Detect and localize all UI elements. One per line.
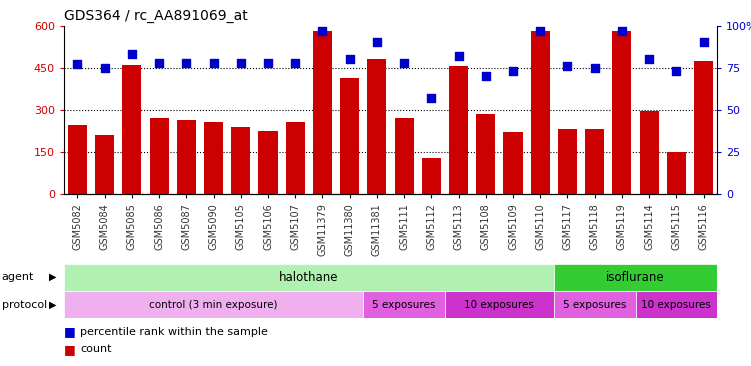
Bar — [363, 291, 445, 318]
Bar — [554, 264, 717, 291]
Point — [398, 60, 410, 66]
Bar — [612, 31, 632, 194]
Bar — [95, 135, 114, 194]
Point — [98, 65, 110, 71]
Bar — [340, 78, 359, 194]
Point — [425, 95, 437, 101]
Bar — [558, 130, 577, 194]
Bar — [367, 59, 387, 194]
Text: count: count — [80, 344, 112, 354]
Bar — [635, 291, 717, 318]
Text: 10 exposures: 10 exposures — [464, 300, 535, 310]
Bar — [122, 65, 141, 194]
Bar — [554, 291, 635, 318]
Point — [698, 40, 710, 45]
Text: 5 exposures: 5 exposures — [563, 300, 626, 310]
Text: percentile rank within the sample: percentile rank within the sample — [80, 327, 268, 337]
Text: protocol: protocol — [2, 300, 47, 310]
Point — [71, 61, 83, 67]
Bar — [422, 157, 441, 194]
Text: isoflurane: isoflurane — [606, 271, 665, 284]
Bar — [258, 131, 278, 194]
Point — [480, 73, 492, 79]
Point — [589, 65, 601, 71]
Point — [616, 28, 628, 34]
Bar — [585, 130, 605, 194]
Point — [180, 60, 192, 66]
Text: 10 exposures: 10 exposures — [641, 300, 711, 310]
Bar — [231, 127, 250, 194]
Point — [153, 60, 165, 66]
Text: ▶: ▶ — [49, 272, 56, 282]
Bar — [640, 111, 659, 194]
Point — [289, 60, 301, 66]
Point — [316, 28, 328, 34]
Bar — [476, 114, 496, 194]
Bar — [285, 122, 305, 194]
Bar — [204, 122, 223, 194]
Bar — [68, 125, 87, 194]
Bar — [149, 118, 169, 194]
Point — [507, 68, 519, 74]
Text: ■: ■ — [64, 325, 76, 338]
Bar — [64, 264, 554, 291]
Text: agent: agent — [2, 272, 34, 282]
Bar — [64, 291, 363, 318]
Bar — [449, 66, 468, 194]
Bar — [176, 120, 196, 194]
Bar — [694, 61, 713, 194]
Point — [643, 56, 655, 62]
Text: GDS364 / rc_AA891069_at: GDS364 / rc_AA891069_at — [64, 9, 248, 23]
Point — [235, 60, 247, 66]
Point — [262, 60, 274, 66]
Point — [534, 28, 546, 34]
Text: control (3 min exposure): control (3 min exposure) — [149, 300, 278, 310]
Text: halothane: halothane — [279, 271, 339, 284]
Bar — [313, 31, 332, 194]
Text: ■: ■ — [64, 343, 76, 356]
Point — [126, 51, 138, 57]
Text: ▶: ▶ — [49, 300, 56, 310]
Bar — [394, 118, 414, 194]
Bar — [503, 132, 523, 194]
Bar — [445, 291, 554, 318]
Point — [344, 56, 356, 62]
Point — [453, 53, 465, 59]
Bar — [667, 152, 686, 194]
Bar — [531, 31, 550, 194]
Point — [562, 63, 574, 69]
Point — [207, 60, 219, 66]
Text: 5 exposures: 5 exposures — [372, 300, 436, 310]
Point — [671, 68, 683, 74]
Point — [371, 40, 383, 45]
